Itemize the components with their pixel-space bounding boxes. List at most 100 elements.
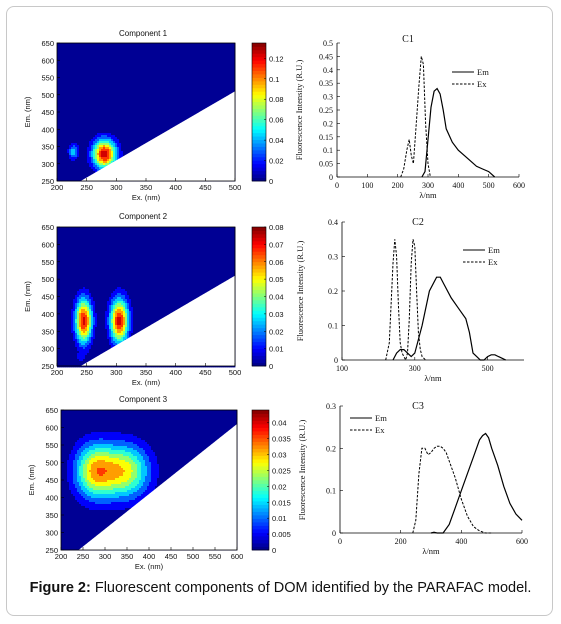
heatmap-cell: [115, 113, 118, 116]
heatmap-cell: [171, 101, 174, 104]
heatmap-cell: [153, 43, 156, 46]
heatmap-cell: [201, 61, 204, 64]
heatmap-cell: [185, 113, 188, 116]
heatmap-cell: [165, 97, 168, 100]
heatmap-cell: [153, 101, 156, 104]
heatmap-cell: [123, 129, 126, 132]
heatmap-cell: [131, 125, 134, 128]
heatmap-cell: [193, 57, 196, 60]
heatmap-cell: [157, 77, 160, 80]
heatmap-cell: [127, 135, 130, 138]
heatmap-cell: [117, 89, 120, 92]
heatmap-cell: [83, 57, 86, 60]
heatmap-cell: [105, 97, 108, 100]
heatmap-cell: [137, 53, 140, 56]
heatmap-cell: [95, 95, 98, 98]
heatmap-cell: [77, 125, 80, 128]
heatmap-cell: [57, 121, 60, 124]
heatmap-cell: [105, 163, 108, 166]
heatmap-cell: [143, 89, 146, 92]
heatmap-cell: [93, 81, 96, 84]
heatmap-cell: [71, 81, 74, 84]
heatmap-cell: [77, 153, 80, 156]
heatmap-cell: [195, 83, 198, 86]
heatmap-cell: [151, 49, 154, 52]
heatmap-cell: [95, 121, 98, 124]
heatmap-cell: [87, 47, 90, 50]
heatmap-cell: [197, 111, 200, 114]
heatmap-cell: [121, 101, 124, 104]
heatmap-cell: [157, 103, 160, 106]
heatmap-cell: [155, 63, 158, 66]
heatmap-cell: [157, 91, 160, 94]
heatmap-cell: [131, 111, 134, 114]
heatmap-cell: [147, 131, 150, 134]
heatmap-cell: [157, 123, 160, 126]
heatmap-cell: [133, 145, 136, 148]
heatmap-cell: [179, 53, 182, 56]
heatmap-cell: [107, 101, 110, 104]
heatmap-cell: [179, 65, 182, 68]
heatmap-cell: [167, 61, 170, 64]
heatmap-cell: [125, 81, 128, 84]
heatmap-cell: [61, 93, 64, 96]
heatmap-cell: [67, 85, 70, 88]
heatmap-cell: [85, 77, 88, 80]
heatmap-cell: [79, 151, 82, 154]
heatmap-cell: [83, 155, 86, 158]
heatmap-cell: [93, 159, 96, 162]
heatmap-cell: [83, 95, 86, 98]
heatmap-cell: [165, 85, 168, 88]
heatmap-cell: [151, 51, 154, 54]
heatmap-cell: [139, 93, 142, 96]
heatmap-cell: [67, 151, 70, 154]
heatmap-cell: [145, 79, 148, 82]
heatmap-cell: [91, 59, 94, 62]
heatmap-cell: [121, 135, 124, 138]
heatmap-cell: [83, 163, 86, 166]
heatmap-cell: [79, 157, 82, 160]
heatmap-cell: [101, 143, 104, 146]
heatmap-cell: [125, 87, 128, 90]
heatmap-cell: [111, 45, 114, 48]
heatmap-cell: [151, 47, 154, 50]
heatmap-cell: [125, 43, 128, 46]
heatmap-cell: [95, 105, 98, 108]
heatmap-cell: [101, 139, 104, 142]
heatmap-cell: [109, 133, 112, 136]
heatmap-cell: [115, 73, 118, 76]
heatmap-cell: [159, 77, 162, 80]
heatmap-cell: [79, 167, 82, 170]
heatmap-cell: [103, 109, 106, 112]
heatmap-cell: [97, 149, 100, 152]
heatmap-cell: [115, 51, 118, 54]
heatmap-cell: [121, 51, 124, 54]
heatmap-cell: [75, 53, 78, 56]
heatmap-cell: [57, 75, 60, 78]
heatmap-cell: [157, 93, 160, 96]
heatmap-cell: [141, 101, 144, 104]
heatmap-cell: [117, 145, 120, 148]
heatmap-cell: [185, 69, 188, 72]
heatmap-cell: [145, 73, 148, 76]
heatmap-cell: [81, 165, 84, 168]
heatmap-cell: [81, 159, 84, 162]
heatmap-cell: [77, 135, 80, 138]
heatmap-cell: [155, 87, 158, 90]
heatmap-cell: [147, 121, 150, 124]
heatmap-cell: [155, 113, 158, 116]
heatmap-cell: [109, 151, 112, 154]
heatmap-cell: [127, 115, 130, 118]
heatmap-cell: [153, 125, 156, 128]
heatmap-cell: [173, 95, 176, 98]
heatmap-cell: [141, 97, 144, 100]
heatmap-cell: [61, 177, 64, 180]
heatmap-cell: [75, 79, 78, 82]
heatmap-cell: [83, 81, 86, 84]
heatmap-cell: [183, 55, 186, 58]
heatmap-cell: [97, 85, 100, 88]
heatmap-cell: [87, 57, 90, 60]
heatmap-cell: [123, 89, 126, 92]
heatmap-cell: [163, 95, 166, 98]
heatmap-cell: [177, 123, 180, 126]
